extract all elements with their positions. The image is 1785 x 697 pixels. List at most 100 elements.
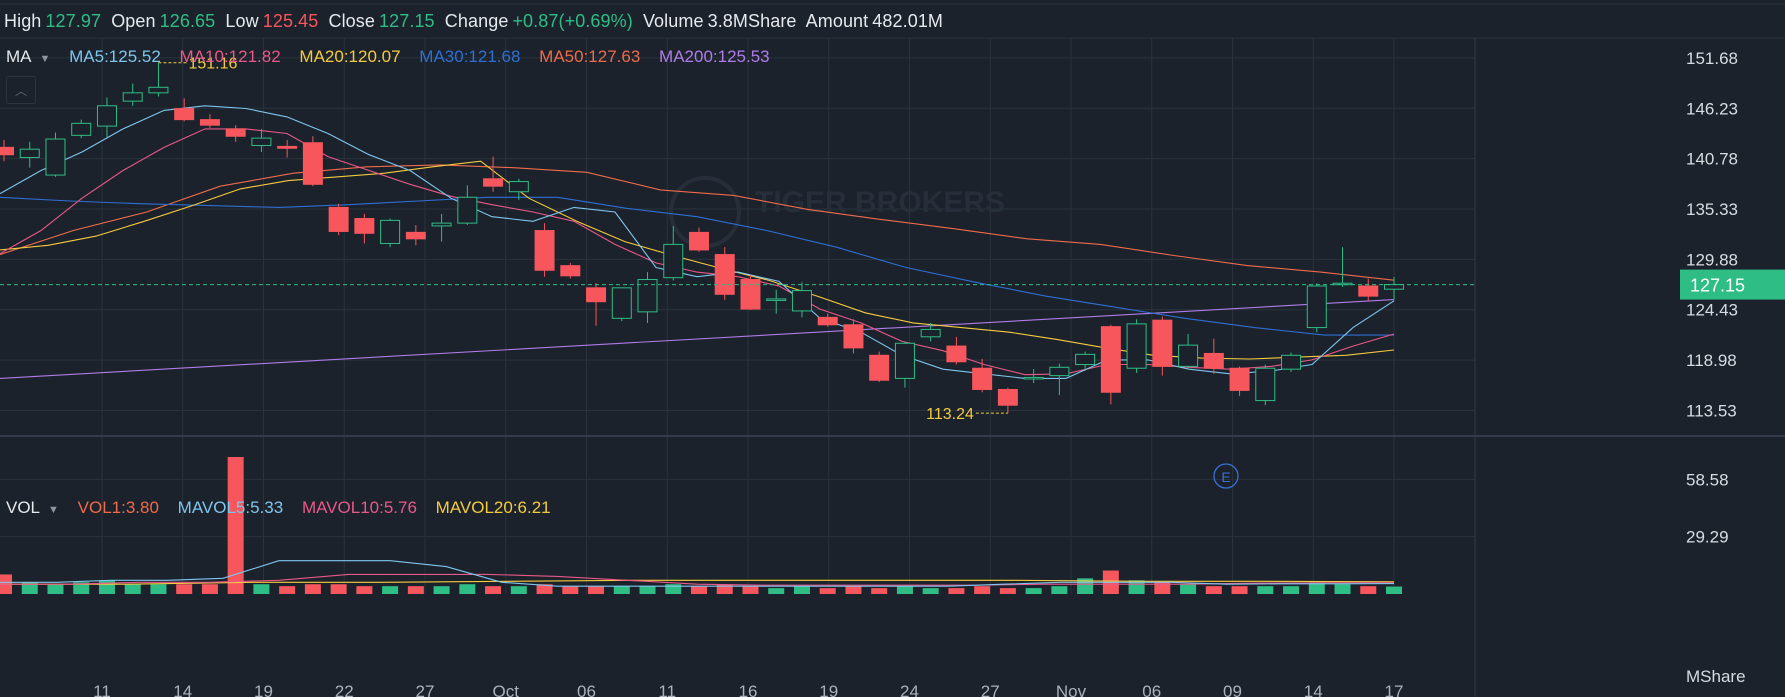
volume-tick-label: 58.58 <box>1686 470 1729 489</box>
chevron-up-icon: ︿ <box>14 83 27 98</box>
price-tick-label: 135.33 <box>1686 200 1738 219</box>
volume-bar <box>1154 582 1171 594</box>
candle-body <box>431 222 452 227</box>
high-label: High <box>4 11 42 31</box>
volume-bar <box>691 586 707 594</box>
candle <box>637 272 658 323</box>
candle-body <box>96 105 117 127</box>
candle-body <box>869 354 890 381</box>
candle <box>354 213 375 244</box>
price-tick-label: 151.68 <box>1686 49 1738 68</box>
candle <box>0 139 14 162</box>
volume-bar <box>47 584 64 594</box>
ma30-line <box>0 196 1394 336</box>
x-tick-label: 19 <box>819 682 838 697</box>
volume-bar <box>974 586 991 594</box>
x-tick-label: 06 <box>1142 682 1161 697</box>
candle <box>1358 278 1379 301</box>
volume-bar <box>562 586 579 594</box>
candle-body <box>148 86 169 94</box>
price-tick-label: 146.23 <box>1686 99 1738 118</box>
volume-bar <box>1051 586 1068 594</box>
ma-indicator-selector[interactable]: MA <box>6 47 32 66</box>
candle-body <box>251 137 272 147</box>
candle-body <box>45 138 66 176</box>
candle <box>1255 364 1276 406</box>
candle-body <box>766 298 787 301</box>
candle-body <box>1049 366 1070 377</box>
candle <box>920 322 941 342</box>
volume-bar <box>845 586 862 594</box>
x-tick-label: 19 <box>254 682 273 697</box>
low-value: 125.45 <box>262 11 319 31</box>
candle <box>997 387 1018 414</box>
volume-bar <box>1025 588 1042 594</box>
volume-bar <box>201 584 218 594</box>
price-tick-label: 124.43 <box>1686 301 1738 320</box>
volume-bar <box>793 586 810 594</box>
low-label: Low <box>225 11 259 31</box>
x-tick-label: 27 <box>981 682 1000 697</box>
candle <box>766 289 787 314</box>
volume-bar <box>330 584 347 594</box>
candle <box>946 336 967 365</box>
candle <box>1152 316 1173 376</box>
volume-bar <box>1308 582 1325 594</box>
price-tick-label: 113.53 <box>1686 401 1737 420</box>
volume-bar <box>382 586 399 594</box>
candle <box>1100 324 1121 405</box>
candle-body <box>199 119 220 126</box>
candle-body <box>1023 376 1044 380</box>
x-tick-label: 27 <box>416 682 435 697</box>
x-tick-label: 11 <box>658 682 676 697</box>
candle-body <box>637 279 658 313</box>
candle-body <box>1358 285 1379 297</box>
ma-dropdown-icon[interactable]: ▼ <box>39 53 51 65</box>
mavol20-label: MAVOL20:6.21 <box>435 498 551 517</box>
volume-bar <box>948 588 965 594</box>
volume-bar <box>1283 586 1300 594</box>
earnings-marker-icon <box>1213 463 1239 489</box>
volume-bar <box>98 580 115 594</box>
volume-value: 3.8MShare <box>707 11 797 31</box>
candle <box>1075 351 1096 372</box>
vol-dropdown-icon[interactable]: ▼ <box>48 504 59 516</box>
amount-label: Amount <box>805 11 869 31</box>
earnings-marker-label: E <box>1221 469 1230 485</box>
candle <box>1023 369 1044 384</box>
volume-bar <box>922 588 939 594</box>
volume-bar <box>176 584 193 594</box>
last-price-tag <box>1680 269 1785 300</box>
candle <box>457 185 478 225</box>
candle-body <box>328 206 349 232</box>
volume-bar <box>768 588 785 594</box>
candle <box>19 141 40 168</box>
x-tick-label: Nov <box>1056 682 1087 697</box>
volume-bar <box>510 586 527 594</box>
volume-bars[interactable] <box>0 457 1402 594</box>
grid-lines <box>0 3 1785 697</box>
volume-bar <box>999 588 1016 594</box>
candlestick-series[interactable] <box>0 62 1404 414</box>
candle <box>972 358 993 393</box>
candle-body <box>302 142 323 185</box>
candle-body <box>1100 326 1121 393</box>
collapse-legend-button[interactable]: ︿ <box>6 76 36 104</box>
amount-value: 482.01M <box>872 11 944 31</box>
candle <box>174 98 195 122</box>
x-tick-label: 17 <box>1385 682 1404 697</box>
candle <box>96 97 117 138</box>
volume-bar <box>1257 586 1274 594</box>
last-price-tag-label: 127.15 <box>1690 276 1745 296</box>
candle-body <box>1152 319 1173 367</box>
candle-body <box>1178 344 1199 367</box>
candle-body <box>1126 323 1147 369</box>
vol-indicator-selector[interactable]: VOL <box>6 498 41 517</box>
x-tick-label: 24 <box>900 682 919 697</box>
volume-tick-label: 29.29 <box>1686 528 1729 547</box>
candle <box>663 225 684 281</box>
volume-legend: VOL ▼ VOL1:3.80 MAVOL5:5.33 MAVOL10:5.76 … <box>6 498 565 520</box>
candle <box>1178 334 1199 370</box>
ma10-line <box>0 128 1395 376</box>
